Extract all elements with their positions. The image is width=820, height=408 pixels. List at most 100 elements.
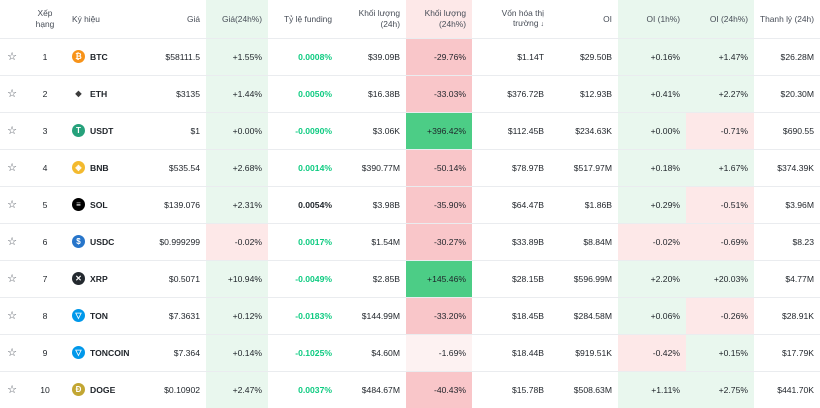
- market-cap-cell: $15.78B: [472, 371, 550, 408]
- coin-symbol: USDT: [90, 125, 114, 136]
- symbol-cell[interactable]: ◈ BNB: [66, 149, 138, 187]
- rank-cell: 2: [24, 75, 66, 113]
- symbol-cell[interactable]: ≡ SOL: [66, 186, 138, 224]
- header-price[interactable]: Giá: [138, 0, 206, 39]
- volume-cell: $3.06K: [338, 112, 406, 150]
- header-market-cap[interactable]: Vốn hóa thị trường ↓: [472, 0, 550, 39]
- btc-icon: ₿: [72, 50, 85, 63]
- coin-info: ✕ XRP: [72, 272, 132, 285]
- oi-24h-cell: -0.26%: [686, 297, 754, 335]
- oi-1h-cell: +0.18%: [618, 149, 686, 187]
- table-row[interactable]: ☆ 3 T USDT $1 +0.00% -0.0090% $3.06K +39…: [0, 112, 820, 150]
- price-change-cell: -0.02%: [206, 223, 268, 261]
- liquidation-cell: $8.23: [754, 223, 820, 261]
- favorite-star-icon[interactable]: ☆: [0, 334, 24, 372]
- coin-info: $ USDC: [72, 235, 132, 248]
- volume-cell: $144.99M: [338, 297, 406, 335]
- favorite-star-icon[interactable]: ☆: [0, 186, 24, 224]
- oi-1h-cell: -0.02%: [618, 223, 686, 261]
- rank-cell: 4: [24, 149, 66, 187]
- symbol-cell[interactable]: T USDT: [66, 112, 138, 150]
- volume-change-cell: +145.46%: [406, 260, 472, 298]
- market-cap-cell: $28.15B: [472, 260, 550, 298]
- market-cap-cell: $18.45B: [472, 297, 550, 335]
- eth-icon: ◆: [72, 87, 85, 100]
- header-liquidation[interactable]: Thanh lý (24h): [754, 0, 820, 39]
- toncoin-icon: ▽: [72, 346, 85, 359]
- funding-rate-cell: 0.0050%: [268, 75, 338, 113]
- oi-cell: $12.93B: [550, 75, 618, 113]
- price-cell: $139.076: [138, 186, 206, 224]
- oi-24h-cell: +1.67%: [686, 149, 754, 187]
- market-cap-cell: $18.44B: [472, 334, 550, 372]
- funding-rate-cell: -0.1025%: [268, 334, 338, 372]
- favorite-star-icon[interactable]: ☆: [0, 260, 24, 298]
- header-oi-24h[interactable]: OI (24h%): [686, 0, 754, 39]
- rank-cell: 6: [24, 223, 66, 261]
- table-row[interactable]: ☆ 6 $ USDC $0.999299 -0.02% 0.0017% $1.5…: [0, 223, 820, 261]
- table-row[interactable]: ☆ 5 ≡ SOL $139.076 +2.31% 0.0054% $3.98B…: [0, 186, 820, 224]
- header-symbol[interactable]: Ký hiệu: [66, 0, 138, 39]
- symbol-cell[interactable]: ✕ XRP: [66, 260, 138, 298]
- header-oi[interactable]: OI: [550, 0, 618, 39]
- favorite-star-icon[interactable]: ☆: [0, 371, 24, 408]
- table-body: ☆ 1 ₿ BTC $58111.5 +1.55% 0.0008% $39.09…: [0, 38, 820, 408]
- table-row[interactable]: ☆ 10 Ð DOGE $0.10902 +2.47% 0.0037% $484…: [0, 371, 820, 408]
- favorite-star-icon[interactable]: ☆: [0, 223, 24, 261]
- symbol-cell[interactable]: Ð DOGE: [66, 371, 138, 408]
- liquidation-cell: $26.28M: [754, 38, 820, 76]
- coin-symbol: TONCOIN: [90, 347, 130, 358]
- funding-rate-cell: 0.0037%: [268, 371, 338, 408]
- liquidation-cell: $4.77M: [754, 260, 820, 298]
- oi-1h-cell: -0.42%: [618, 334, 686, 372]
- table-row[interactable]: ☆ 2 ◆ ETH $3135 +1.44% 0.0050% $16.38B -…: [0, 75, 820, 113]
- price-cell: $58111.5: [138, 38, 206, 76]
- header-favorite: [0, 0, 24, 39]
- header-oi-1h[interactable]: OI (1h%): [618, 0, 686, 39]
- price-cell: $3135: [138, 75, 206, 113]
- coin-info: Ð DOGE: [72, 383, 132, 396]
- table-row[interactable]: ☆ 9 ▽ TONCOIN $7.364 +0.14% -0.1025% $4.…: [0, 334, 820, 372]
- oi-1h-cell: +0.29%: [618, 186, 686, 224]
- favorite-star-icon[interactable]: ☆: [0, 38, 24, 76]
- volume-cell: $16.38B: [338, 75, 406, 113]
- oi-cell: $596.99M: [550, 260, 618, 298]
- volume-change-cell: -50.14%: [406, 149, 472, 187]
- coin-symbol: BTC: [90, 51, 108, 62]
- volume-change-cell: -33.03%: [406, 75, 472, 113]
- oi-cell: $508.63M: [550, 371, 618, 408]
- favorite-star-icon[interactable]: ☆: [0, 112, 24, 150]
- table-row[interactable]: ☆ 4 ◈ BNB $535.54 +2.68% 0.0014% $390.77…: [0, 149, 820, 187]
- header-funding[interactable]: Tỷ lệ funding: [268, 0, 338, 39]
- favorite-star-icon[interactable]: ☆: [0, 149, 24, 187]
- sort-desc-icon: ↓: [540, 21, 545, 29]
- header-market-cap-line2: trường ↓: [478, 18, 544, 30]
- header-price-change[interactable]: Giá(24h%): [206, 0, 268, 39]
- symbol-cell[interactable]: ₿ BTC: [66, 38, 138, 76]
- volume-change-cell: -29.76%: [406, 38, 472, 76]
- symbol-cell[interactable]: ◆ ETH: [66, 75, 138, 113]
- header-rank[interactable]: Xếp hạng: [24, 0, 66, 39]
- header-volume-change[interactable]: Khối lượng (24h%): [406, 0, 472, 39]
- symbol-cell[interactable]: ▽ TON: [66, 297, 138, 335]
- funding-rate-cell: -0.0183%: [268, 297, 338, 335]
- price-cell: $1: [138, 112, 206, 150]
- funding-rate-cell: -0.0049%: [268, 260, 338, 298]
- symbol-cell[interactable]: $ USDC: [66, 223, 138, 261]
- oi-24h-cell: +2.27%: [686, 75, 754, 113]
- funding-rate-cell: 0.0017%: [268, 223, 338, 261]
- favorite-star-icon[interactable]: ☆: [0, 75, 24, 113]
- table-row[interactable]: ☆ 1 ₿ BTC $58111.5 +1.55% 0.0008% $39.09…: [0, 38, 820, 76]
- volume-cell: $390.77M: [338, 149, 406, 187]
- volume-change-cell: -40.43%: [406, 371, 472, 408]
- favorite-star-icon[interactable]: ☆: [0, 297, 24, 335]
- liquidation-cell: $28.91K: [754, 297, 820, 335]
- coin-info: ◆ ETH: [72, 87, 132, 100]
- symbol-cell[interactable]: ▽ TONCOIN: [66, 334, 138, 372]
- price-change-cell: +2.68%: [206, 149, 268, 187]
- price-cell: $0.5071: [138, 260, 206, 298]
- header-volume[interactable]: Khối lượng (24h): [338, 0, 406, 39]
- price-change-cell: +1.44%: [206, 75, 268, 113]
- table-row[interactable]: ☆ 7 ✕ XRP $0.5071 +10.94% -0.0049% $2.85…: [0, 260, 820, 298]
- table-row[interactable]: ☆ 8 ▽ TON $7.3631 +0.12% -0.0183% $144.9…: [0, 297, 820, 335]
